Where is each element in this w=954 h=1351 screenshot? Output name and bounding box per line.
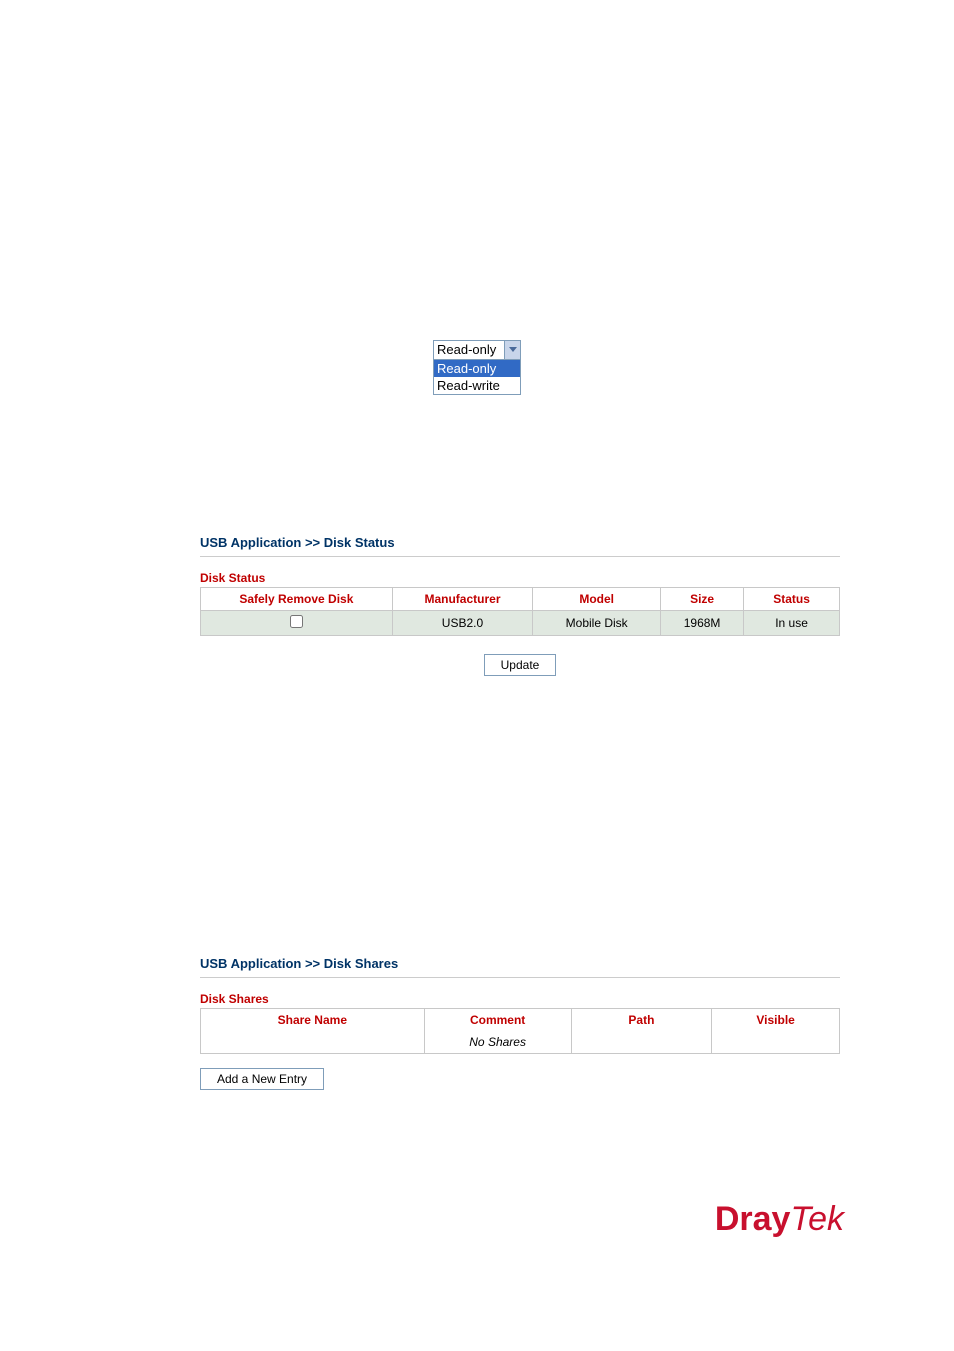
col-share-name: Share Name bbox=[201, 1009, 425, 1032]
logo-bold: Dray bbox=[715, 1200, 791, 1238]
table-row: USB2.0 Mobile Disk 1968M In use bbox=[201, 611, 840, 636]
divider bbox=[200, 556, 840, 557]
cell-remove-checkbox bbox=[201, 611, 393, 636]
col-path: Path bbox=[571, 1009, 712, 1032]
disk-shares-table: Share Name Comment Path Visible No Share… bbox=[200, 1008, 840, 1054]
safely-remove-checkbox[interactable] bbox=[290, 615, 303, 628]
breadcrumb: USB Application >> Disk Status bbox=[200, 535, 840, 550]
access-mode-option-read-only[interactable]: Read-only bbox=[434, 360, 520, 377]
access-mode-select[interactable]: Read-only bbox=[433, 340, 521, 360]
cell-manufacturer: USB2.0 bbox=[392, 611, 533, 636]
col-model: Model bbox=[533, 588, 661, 611]
update-button[interactable]: Update bbox=[484, 654, 557, 676]
table-header-row: Safely Remove Disk Manufacturer Model Si… bbox=[201, 588, 840, 611]
access-mode-options-list: Read-only Read-write bbox=[433, 360, 521, 395]
access-mode-option-read-write[interactable]: Read-write bbox=[434, 377, 520, 394]
table-header-row: Share Name Comment Path Visible bbox=[201, 1009, 840, 1032]
logo-light: Tek bbox=[790, 1200, 844, 1238]
brand-logo: DrayTek bbox=[0, 1200, 954, 1239]
cell-empty bbox=[712, 1031, 840, 1054]
table-row: No Shares bbox=[201, 1031, 840, 1054]
cell-empty bbox=[201, 1031, 425, 1054]
section-title-disk-status: Disk Status bbox=[200, 571, 840, 585]
chevron-down-icon bbox=[509, 347, 517, 353]
access-mode-dropdown-expanded: Read-only Read-only Read-write bbox=[433, 340, 521, 395]
cell-empty bbox=[571, 1031, 712, 1054]
col-size: Size bbox=[661, 588, 744, 611]
section-title-disk-shares: Disk Shares bbox=[200, 992, 840, 1006]
cell-model: Mobile Disk bbox=[533, 611, 661, 636]
dropdown-arrow-button[interactable] bbox=[504, 341, 520, 359]
col-manufacturer: Manufacturer bbox=[392, 588, 533, 611]
col-status: Status bbox=[744, 588, 840, 611]
col-visible: Visible bbox=[712, 1009, 840, 1032]
cell-size: 1968M bbox=[661, 611, 744, 636]
breadcrumb: USB Application >> Disk Shares bbox=[200, 956, 840, 971]
add-new-entry-button[interactable]: Add a New Entry bbox=[200, 1068, 324, 1090]
col-safely-remove: Safely Remove Disk bbox=[201, 588, 393, 611]
divider bbox=[200, 977, 840, 978]
disk-status-table: Safely Remove Disk Manufacturer Model Si… bbox=[200, 587, 840, 636]
col-comment: Comment bbox=[424, 1009, 571, 1032]
cell-status: In use bbox=[744, 611, 840, 636]
access-mode-selected-text: Read-only bbox=[434, 341, 504, 359]
no-shares-text: No Shares bbox=[424, 1031, 571, 1054]
